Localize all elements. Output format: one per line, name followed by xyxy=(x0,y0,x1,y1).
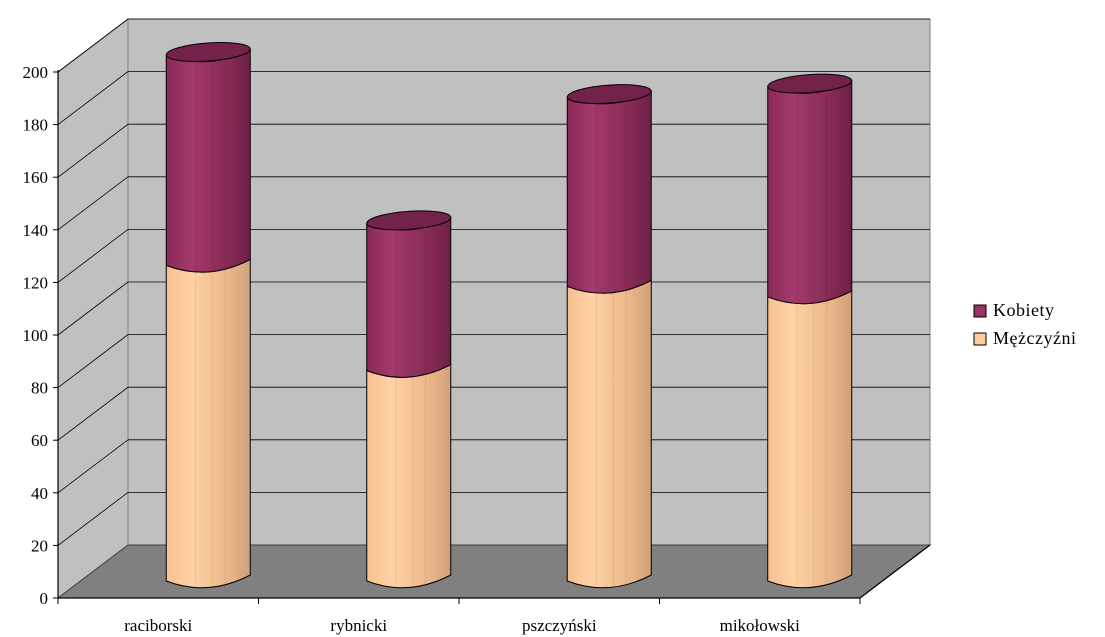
y-tick-label: 40 xyxy=(31,484,48,503)
bar-top-cap xyxy=(366,210,452,231)
legend-swatch xyxy=(973,332,987,346)
gridline-diagonal xyxy=(57,229,129,283)
bar-body xyxy=(767,79,853,305)
bar-kobiety-3 xyxy=(767,73,853,305)
bar-mezczyzni-2 xyxy=(566,279,652,589)
gridline-diagonal xyxy=(57,439,129,494)
gridline-diagonal xyxy=(57,334,129,388)
bar-top-cap xyxy=(165,42,251,62)
gridline-diagonal xyxy=(57,71,129,125)
bar-top-cap xyxy=(767,73,853,94)
x-tick-label: rybnicki xyxy=(330,616,387,635)
x-tick-label: raciborski xyxy=(124,616,192,635)
y-tick-label: 20 xyxy=(31,536,48,555)
y-tick-label: 200 xyxy=(23,63,49,82)
floor-edge-line xyxy=(859,544,931,599)
y-tick-label: 180 xyxy=(23,116,49,135)
bar-mezczyzni-1 xyxy=(366,363,452,589)
bar-body xyxy=(366,216,452,378)
bar-body xyxy=(366,363,452,589)
gridline-diagonal xyxy=(57,386,129,441)
bar-kobiety-1 xyxy=(366,210,452,379)
gridline-diagonal xyxy=(57,281,129,336)
bar-body xyxy=(566,90,652,294)
legend: Kobiety Mężczyźni xyxy=(973,300,1076,348)
bar-mezczyzni-0 xyxy=(165,258,251,589)
gridline-diagonal xyxy=(57,176,129,231)
legend-label: Kobiety xyxy=(993,300,1055,320)
gridline-diagonal xyxy=(57,18,129,73)
y-tick-label: 100 xyxy=(23,326,49,345)
y-tick-label: 60 xyxy=(31,431,48,450)
bar-body xyxy=(165,258,251,589)
y-tick-label: 160 xyxy=(23,168,49,187)
y-tick-label: 140 xyxy=(23,221,49,240)
bar-top-cap xyxy=(566,84,652,105)
x-tick-label: pszczyński xyxy=(522,616,597,635)
x-tick-label: mikołowski xyxy=(720,616,801,635)
bar-mezczyzni-3 xyxy=(767,290,853,589)
y-tick-label: 0 xyxy=(40,589,49,608)
gridline-diagonal xyxy=(57,492,129,546)
y-tick-label: 120 xyxy=(23,273,49,292)
bar-body xyxy=(165,48,251,273)
bar-body xyxy=(767,290,853,589)
bar-body xyxy=(566,279,652,589)
bar-kobiety-0 xyxy=(165,42,251,274)
bar-kobiety-2 xyxy=(566,84,652,295)
gridline-diagonal xyxy=(57,123,129,178)
legend-label: Mężczyźni xyxy=(993,328,1076,348)
legend-swatch xyxy=(973,304,987,318)
y-tick-label: 80 xyxy=(31,379,48,398)
x-axis-tick-labels: raciborski rybnicki pszczyński mikołowski xyxy=(57,598,861,635)
bars xyxy=(165,42,853,589)
y-axis-tick-labels: 0 20 40 60 80 100 120 140 160 180 200 xyxy=(23,63,58,608)
